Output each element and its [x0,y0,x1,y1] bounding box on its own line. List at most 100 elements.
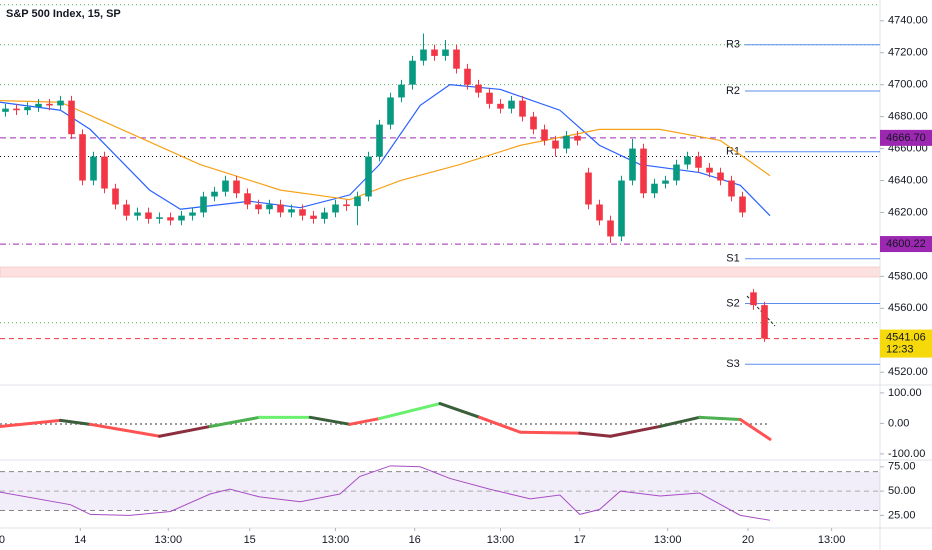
candle-body [134,212,141,216]
pivot-label: S1 [726,253,739,265]
candle-body [376,124,383,157]
candle-body [651,183,658,194]
oscillator-segment [438,402,482,419]
y-tick-label: -100.00 [888,448,925,460]
y-tick-label: 4620.00 [888,206,928,218]
y-tick-label: 4580.00 [888,270,928,282]
oscillator-segment [518,430,582,435]
oscillator-segment [88,422,161,438]
y-tick-label: 75.00 [888,461,916,473]
oscillator-segment [478,415,522,434]
y-tick-label: 100.00 [888,387,922,399]
candle-body [167,217,174,221]
x-tick-label: 15 [244,534,256,546]
oscillator-segment [208,415,262,428]
candle-body [717,172,724,181]
oscillator-segment [609,424,662,438]
candle-body [321,212,328,219]
candle-body [563,135,570,149]
candle-body [552,140,559,149]
candle-body [90,156,97,181]
candle-body [354,196,361,207]
candle-body [332,204,339,213]
candle-body [431,49,438,56]
oscillator-segment [0,418,62,428]
candle-body [464,68,471,85]
oscillator-segment [738,417,772,441]
x-tick-label: 13:00 [654,534,682,546]
oscillator-segment [158,424,212,438]
candle-body [145,212,152,219]
y-tick-label: 4560.00 [888,302,928,314]
y-tick-label: 4740.00 [888,15,928,27]
candle-body [662,180,669,184]
price-badge-label: 4600.22 [886,238,926,250]
candle-body [35,103,42,108]
candle-body [486,92,493,104]
oscillator-segment [658,415,702,428]
candle-body [57,100,64,106]
last-price-badge [880,329,932,358]
candle-body [574,135,581,141]
zone-band [0,266,881,278]
y-tick-label: 4520.00 [888,366,928,378]
x-tick-label: 13:00 [487,534,515,546]
candle-body [200,196,207,213]
candle-body [233,180,240,194]
oscillator-segment [348,417,381,426]
y-tick-label: 4680.00 [888,111,928,123]
candle-body [112,188,119,205]
candle-body [288,209,295,213]
candle-body [629,148,636,181]
oscillator-segment [698,415,742,421]
candle-body [365,156,372,197]
candle-body [222,180,229,192]
y-tick-label: 25.00 [888,509,916,521]
candle-body [46,103,53,106]
candle-body [409,60,416,85]
candle-body [277,204,284,213]
price-badge-label: 4666.70 [886,132,926,144]
candle-body [387,97,394,125]
y-tick-label: 50.00 [888,485,916,497]
candle-body [585,172,592,205]
candle-body [255,204,262,210]
oscillator-segment [578,431,612,438]
candle-body [541,129,548,141]
moving-average [0,84,771,217]
moving-average [0,100,771,201]
candle-body [24,107,31,111]
x-tick-label: 13:00 [0,534,5,546]
x-tick-label: 20 [742,534,754,546]
candle-body [530,116,537,130]
y-tick-label: 0.00 [888,417,909,429]
candle-body [68,100,75,135]
x-tick-label: 13:00 [155,534,183,546]
candle-body [178,215,185,221]
price-badge [880,236,932,253]
candle-body [706,167,713,173]
pivot-label: S3 [726,358,739,370]
candle-body [750,292,757,306]
candle-body [211,191,218,197]
y-tick-label: 4720.00 [888,47,928,59]
candle-body [123,204,130,216]
pivot-label: S2 [726,297,739,309]
x-tick-label: 16 [409,534,421,546]
candle-body [607,220,614,237]
candle-body [519,100,526,117]
candle-body [13,108,20,111]
oscillator-segment [308,415,352,426]
candle-body [156,217,163,219]
pivot-label: R2 [726,85,740,97]
candle-body [420,49,427,61]
candle-body [398,84,405,98]
candle-body [618,180,625,237]
candle-body [684,156,691,165]
x-tick-label: 13:00 [322,534,350,546]
candle-body [299,209,306,216]
x-tick-label: 14 [74,534,86,546]
rsi-line [0,465,771,521]
candle-body [79,134,86,181]
